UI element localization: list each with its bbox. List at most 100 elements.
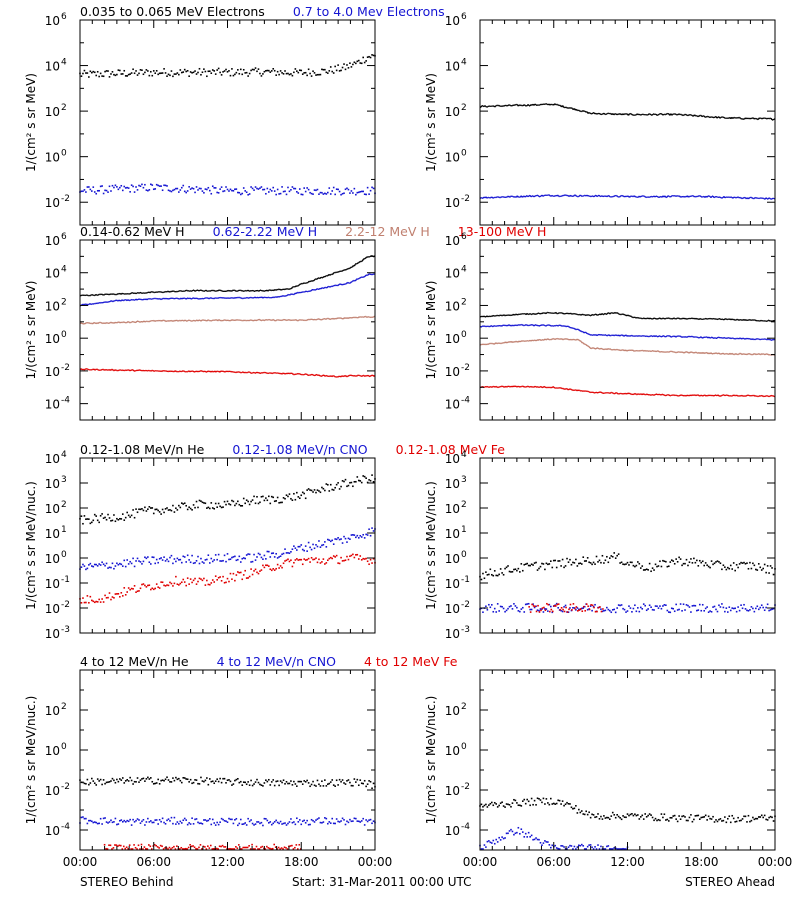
y-tick-label: 10 (445, 196, 460, 210)
data-point (551, 610, 554, 613)
series-segment (104, 293, 106, 296)
series-segment (624, 334, 626, 337)
data-point (344, 537, 347, 540)
data-point (157, 561, 159, 564)
series-segment (534, 103, 537, 106)
series-segment (273, 319, 276, 322)
series-segment (291, 293, 293, 295)
series-segment (666, 195, 669, 198)
data-point (508, 605, 511, 608)
data-point (750, 567, 753, 570)
data-point (553, 605, 556, 607)
data-point (116, 562, 118, 565)
data-point (368, 55, 370, 58)
data-point (601, 610, 604, 613)
data-point (225, 68, 227, 71)
data-point (272, 568, 275, 570)
series-segment (328, 273, 331, 276)
series-segment (138, 292, 141, 294)
data-point (355, 193, 357, 196)
series-segment (539, 103, 542, 106)
series-segment (555, 311, 558, 314)
data-point (371, 562, 373, 564)
data-point (307, 188, 310, 191)
data-point (647, 569, 649, 571)
data-point (151, 556, 154, 558)
series-segment (122, 321, 125, 324)
series-segment (187, 370, 190, 373)
series-segment (213, 297, 216, 300)
data-point (325, 71, 328, 74)
series-segment (660, 317, 663, 320)
series-segment (322, 318, 325, 320)
data-point (578, 609, 581, 611)
data-point (346, 555, 348, 558)
data-point (250, 69, 252, 72)
data-point (592, 561, 595, 564)
series-segment (233, 319, 235, 322)
series-segment (184, 297, 187, 300)
series-segment (219, 319, 222, 322)
data-point (369, 534, 372, 537)
data-point (363, 61, 366, 64)
series-segment (722, 336, 725, 339)
series-segment (261, 319, 264, 322)
data-point (298, 558, 301, 561)
data-point (186, 508, 189, 511)
y-tick-exponent: 0 (61, 149, 67, 159)
data-point (206, 579, 208, 582)
data-point (300, 69, 303, 72)
series-segment (262, 319, 265, 322)
data-point (107, 191, 109, 193)
series-segment (129, 292, 132, 295)
series-segment (110, 300, 112, 302)
series-1 (79, 183, 376, 196)
data-point (272, 496, 275, 499)
series-segment (656, 195, 659, 198)
data-point (172, 75, 174, 78)
series-segment (544, 338, 547, 341)
data-point (355, 554, 357, 556)
data-point (155, 183, 158, 186)
series-segment (290, 293, 292, 296)
series-segment (95, 293, 98, 296)
series-segment (584, 194, 587, 197)
series-segment (347, 317, 350, 319)
data-point (327, 483, 329, 486)
data-point (363, 537, 366, 539)
data-point (300, 558, 303, 561)
data-point (349, 62, 351, 64)
data-point (760, 604, 763, 607)
series-segment (361, 259, 364, 262)
data-point (603, 562, 605, 564)
data-point (632, 564, 635, 567)
data-point (768, 572, 770, 574)
series-segment (336, 284, 338, 287)
data-point (242, 187, 245, 189)
data-point (502, 607, 505, 610)
series-segment (231, 319, 233, 321)
series-segment (525, 324, 528, 326)
data-point (569, 558, 571, 561)
series-segment (688, 351, 691, 354)
data-point (260, 569, 263, 571)
series-segment (747, 117, 749, 120)
series-segment (530, 103, 533, 106)
data-point (172, 189, 174, 192)
series-segment (657, 393, 660, 396)
data-point (121, 595, 124, 597)
data-point (189, 578, 192, 580)
data-point (163, 68, 165, 70)
data-point (560, 609, 562, 612)
data-point (676, 561, 679, 563)
data-point (301, 548, 304, 551)
data-point (186, 554, 189, 557)
data-point (241, 557, 244, 560)
series-segment (565, 387, 567, 390)
data-point (710, 610, 713, 613)
series-segment (177, 319, 180, 322)
data-point (91, 71, 93, 74)
data-point (554, 605, 557, 607)
data-point (332, 555, 335, 557)
data-point (589, 605, 592, 607)
